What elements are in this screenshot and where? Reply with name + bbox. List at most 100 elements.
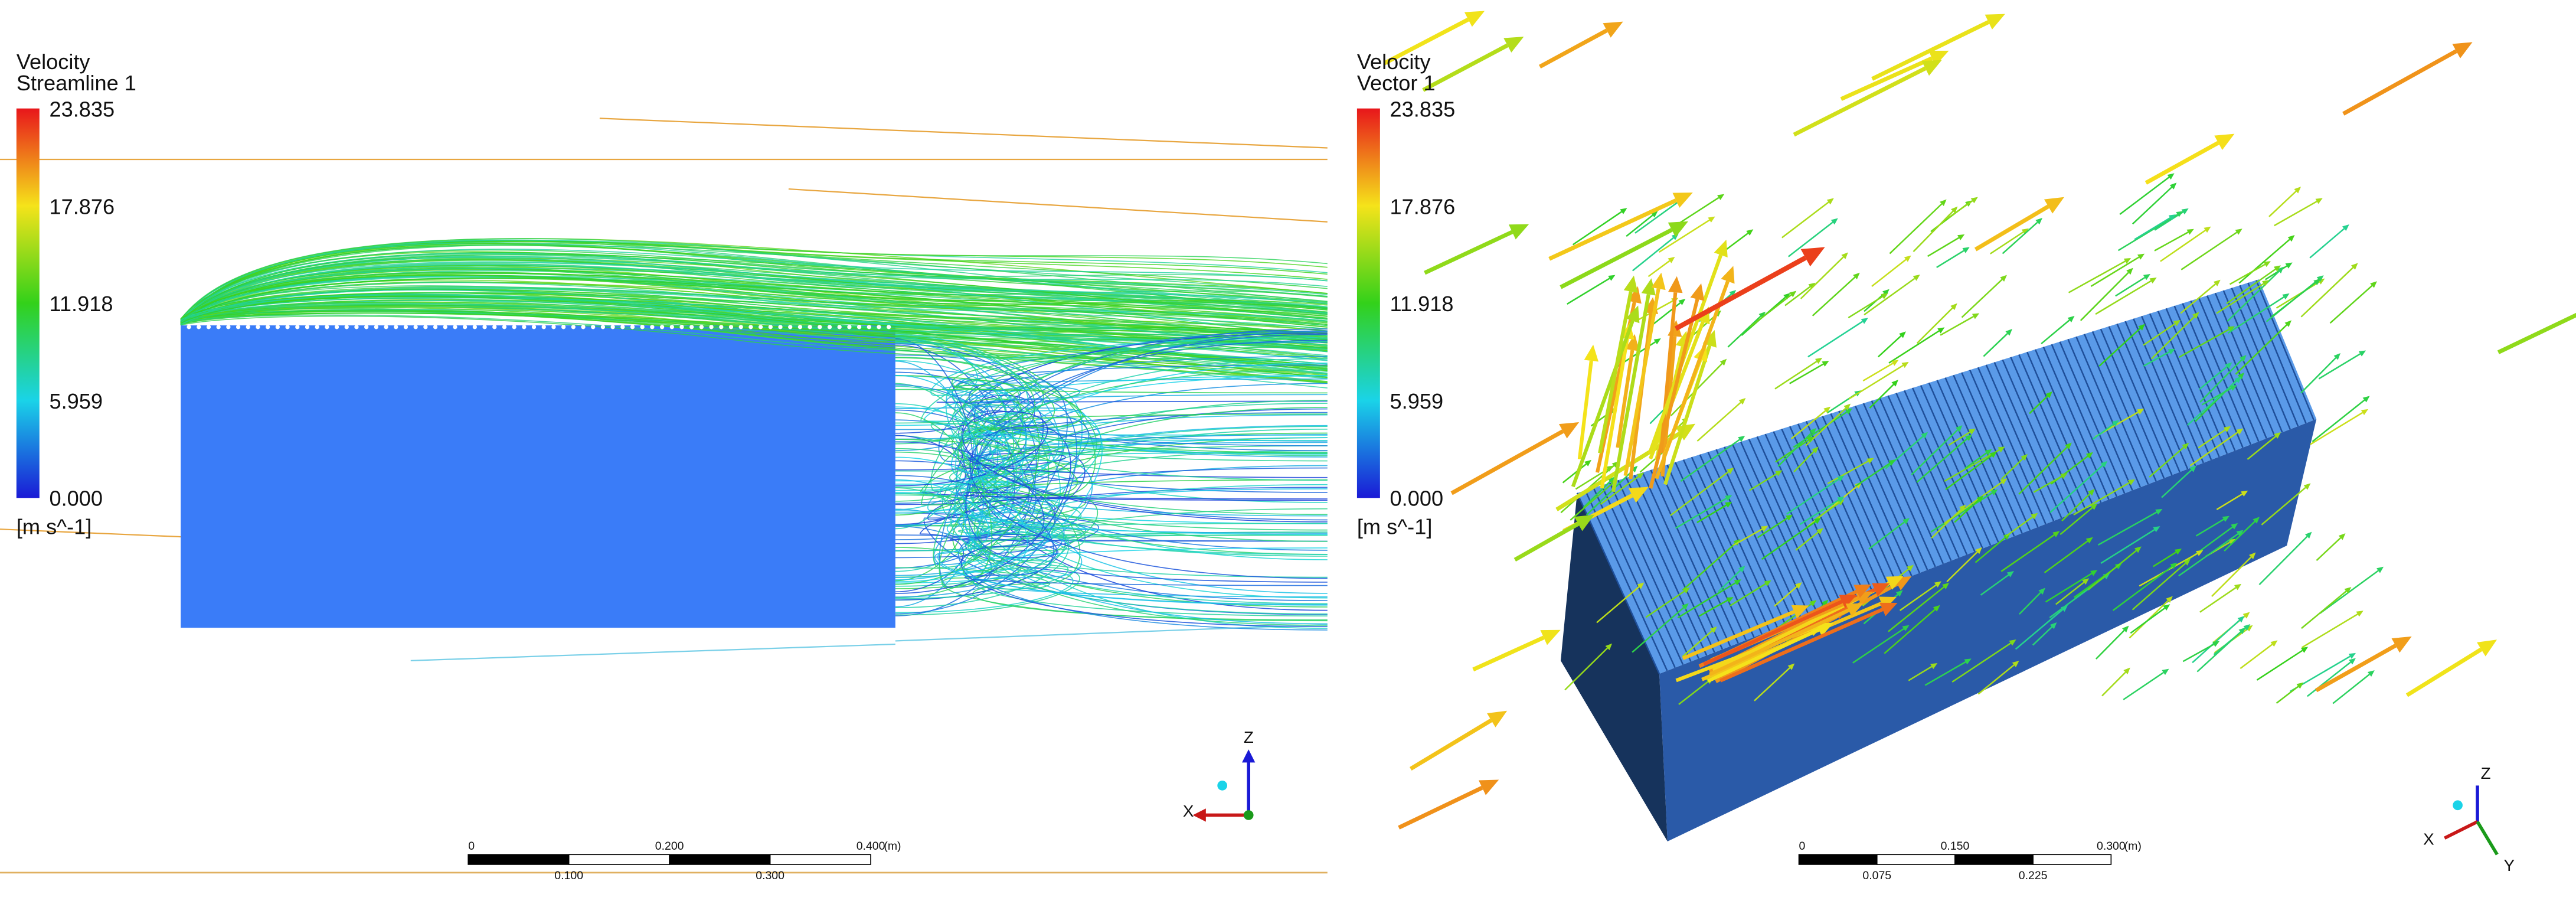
fin — [1666, 464, 1747, 641]
fin — [2075, 336, 2142, 488]
vector-head — [1721, 266, 1735, 284]
fin — [1911, 387, 1983, 549]
vector-shaft — [1748, 473, 1777, 491]
fin — [2222, 290, 2283, 433]
vector-shaft — [1799, 499, 1839, 526]
vector-shaft — [1980, 574, 2009, 596]
vector-head — [1853, 584, 1872, 598]
legend-tick-label: 0.000 — [50, 487, 103, 511]
vector-shaft — [1868, 521, 1905, 550]
vector-head — [1812, 446, 1819, 453]
vector-shaft — [1655, 280, 1730, 479]
vector-head — [1957, 234, 1965, 240]
wake-streamline — [895, 423, 1328, 462]
legend-tick-label: 17.876 — [50, 194, 115, 218]
vector-shaft — [1848, 364, 1904, 400]
vector-head — [2234, 376, 2242, 383]
vector-shaft — [1682, 610, 1795, 660]
vector-head — [2228, 539, 2236, 545]
vector-head — [2235, 229, 2242, 235]
vector-shaft — [1787, 221, 1833, 257]
fin — [1944, 377, 2015, 537]
surface-dot — [669, 325, 674, 329]
vector-head — [2274, 432, 2281, 439]
vector-head — [1985, 449, 1992, 456]
vector-shaft — [1632, 607, 1685, 653]
fin — [1813, 418, 1889, 586]
surface-dot — [502, 325, 507, 329]
vector-shaft — [1975, 537, 2006, 563]
streamline — [180, 278, 1328, 337]
vector-shaft — [1940, 315, 1974, 336]
vector-head — [2090, 570, 2098, 576]
vector-shaft — [1777, 432, 1812, 467]
vector-head — [2127, 479, 2136, 485]
vector-shaft — [2005, 516, 2033, 537]
box-end-face — [1561, 492, 1668, 841]
fin — [1904, 390, 1976, 552]
vector-head — [1822, 360, 1829, 367]
vector-shaft — [2182, 644, 2214, 663]
fin — [1658, 467, 1739, 644]
fin — [1879, 397, 1952, 562]
vector-head — [2351, 263, 2358, 270]
vector-head — [1746, 229, 1754, 236]
color-bar — [1356, 108, 1380, 498]
far-streamline — [895, 624, 1328, 642]
vector-head — [2123, 667, 2130, 675]
axis-head — [1192, 808, 1206, 822]
fin — [1838, 410, 1913, 576]
vector-head — [1787, 663, 1795, 670]
vector-shaft — [2150, 316, 2195, 360]
vector-shaft — [2032, 626, 2053, 646]
vector-shaft — [1719, 608, 1884, 683]
vector-shaft — [1827, 460, 1869, 485]
vector-shaft — [2061, 493, 2091, 522]
scale-segment — [1798, 854, 1878, 865]
vector-head — [1623, 275, 1638, 293]
streamline — [180, 238, 1328, 320]
vector-shaft — [1749, 294, 1792, 328]
vector-head — [2348, 652, 2356, 659]
wake-streamline — [895, 434, 1328, 494]
vector-shaft — [1623, 288, 1660, 477]
vector-shaft — [1911, 429, 1959, 475]
vector-shaft — [2117, 214, 2178, 252]
vector-shaft — [2060, 507, 2093, 536]
vector-shaft — [2238, 239, 2290, 284]
vector-shaft — [1709, 608, 1850, 676]
vector-head — [1895, 590, 1903, 597]
vector-shaft — [2196, 631, 2241, 673]
vector-shaft — [1647, 260, 1671, 278]
vector-head — [2282, 293, 2290, 300]
legend-tick-label: 17.876 — [1390, 194, 1456, 218]
vector-head — [2236, 530, 2244, 537]
vector-head — [1899, 331, 1906, 338]
vector-head — [1794, 582, 1802, 589]
far-streamline — [599, 118, 1328, 149]
vector-head — [2361, 409, 2369, 416]
vector-head — [1681, 603, 1689, 610]
vector-head — [2225, 362, 2232, 369]
vector-head — [2143, 274, 2151, 280]
vector-head — [1815, 357, 1823, 364]
vector-head — [1690, 283, 1705, 301]
vector-shaft — [2123, 671, 2164, 700]
vector-head — [1830, 218, 1838, 225]
vector-head — [1964, 658, 1972, 665]
vector-head — [2196, 550, 2204, 556]
vector-head — [1478, 779, 1499, 795]
vector-shaft — [1812, 276, 1856, 316]
vector-shaft — [1567, 278, 1610, 305]
wake-streamline — [895, 331, 1328, 497]
scale-label: 0.300 — [756, 869, 784, 882]
vector-shaft — [1583, 481, 1611, 508]
streamline — [180, 293, 1328, 350]
surface-dot — [433, 325, 438, 329]
streamline — [180, 240, 1328, 324]
surface-dot — [600, 325, 606, 329]
vector-shaft — [1877, 335, 1902, 358]
vector-shaft — [2240, 644, 2273, 670]
surface-dot — [472, 325, 477, 329]
streamline — [180, 312, 1328, 378]
